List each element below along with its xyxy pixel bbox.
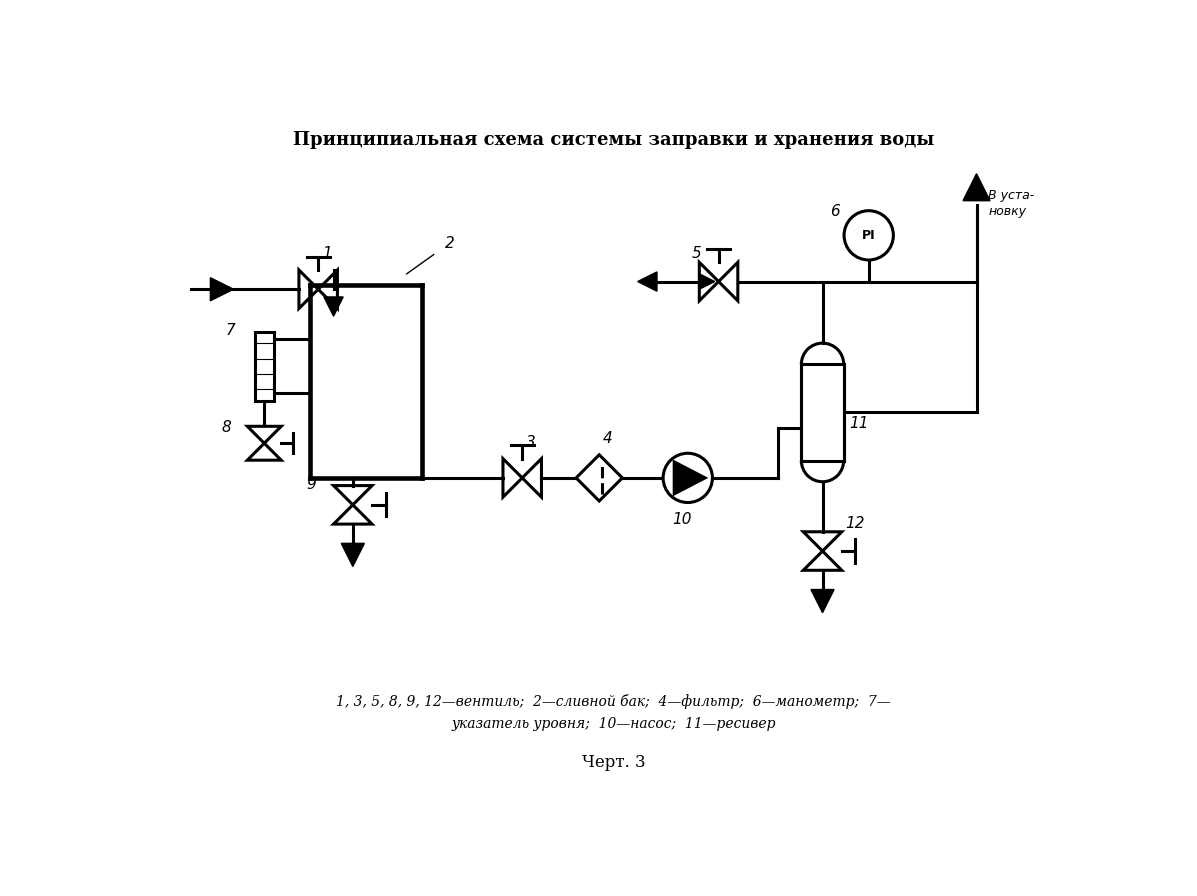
Text: PI: PI <box>862 228 875 242</box>
Text: 7: 7 <box>226 323 236 339</box>
Polygon shape <box>324 297 344 316</box>
Bar <box>801 365 844 461</box>
Text: 12: 12 <box>845 516 865 531</box>
Polygon shape <box>211 278 233 301</box>
Polygon shape <box>699 274 715 289</box>
Bar <box>255 332 274 401</box>
Text: 11: 11 <box>850 416 869 431</box>
Circle shape <box>844 211 893 260</box>
Text: 2: 2 <box>445 236 455 251</box>
Polygon shape <box>638 271 657 291</box>
Text: 5: 5 <box>692 246 701 262</box>
Polygon shape <box>812 590 834 613</box>
Polygon shape <box>964 174 990 201</box>
Text: Черт. 3: Черт. 3 <box>582 754 645 771</box>
Text: В уста-
новку: В уста- новку <box>988 189 1034 218</box>
Text: 8: 8 <box>221 419 232 435</box>
Text: 6: 6 <box>831 204 840 220</box>
Text: 4: 4 <box>603 431 613 446</box>
Text: 3: 3 <box>525 435 536 450</box>
Polygon shape <box>674 461 705 494</box>
Text: указатель уровня;  10—насос;  11—ресивер: указатель уровня; 10—насос; 11—ресивер <box>451 718 776 731</box>
Text: 10: 10 <box>673 513 692 527</box>
Circle shape <box>663 453 712 503</box>
Polygon shape <box>341 543 364 566</box>
Text: 1: 1 <box>322 246 332 262</box>
Text: Принципиальная схема системы заправки и хранения воды: Принципиальная схема системы заправки и … <box>293 132 934 150</box>
Text: 1, 3, 5, 8, 9, 12—вентиль;  2—сливной бак;  4—фильтр;  6—манометр;  7—: 1, 3, 5, 8, 9, 12—вентиль; 2—сливной бак… <box>336 694 891 709</box>
Text: 9: 9 <box>306 478 316 493</box>
